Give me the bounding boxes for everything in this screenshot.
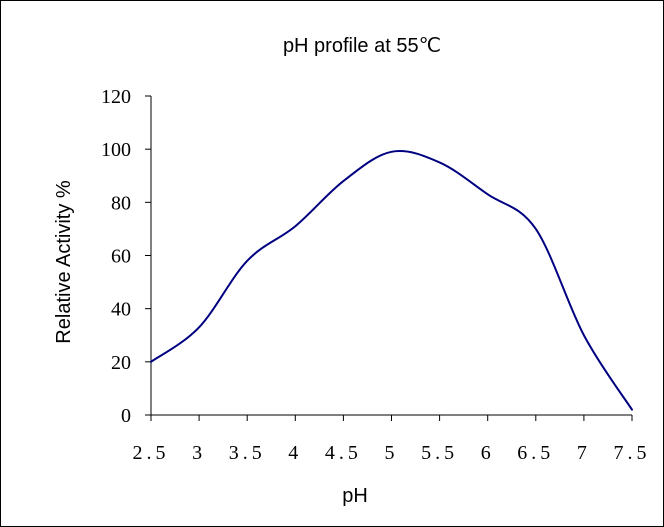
- x-tick-label: 7: [577, 442, 591, 464]
- x-tick-label: 6.5: [517, 442, 554, 464]
- x-tick-label: 7.5: [614, 442, 651, 464]
- series-line: [150, 150, 633, 411]
- y-tick-label: 20: [111, 352, 131, 374]
- y-tick-label: 0: [121, 405, 131, 427]
- y-tick-label: 120: [101, 86, 131, 108]
- axes: [150, 96, 632, 416]
- x-tick-label: 5: [385, 442, 399, 464]
- y-tick-label: 80: [111, 192, 131, 214]
- y-ticks: 0 20 40 60 80 100 120: [101, 86, 151, 427]
- x-tick-label: 3.5: [229, 442, 266, 464]
- y-tick-label: 40: [111, 299, 131, 321]
- x-ticks: 2.5 3 3.5 4 4.5 5 5.5 6 6.5 7 7.5: [133, 415, 651, 464]
- x-tick-label: 4: [288, 442, 302, 464]
- y-axis-label: Relative Activity %: [53, 180, 75, 344]
- x-axis-label: pH: [342, 485, 368, 507]
- y-tick-label: 100: [101, 139, 131, 161]
- x-tick-label: 2.5: [133, 442, 170, 464]
- x-tick-label: 6: [481, 442, 495, 464]
- x-tick-label: 4.5: [325, 442, 362, 464]
- chart-title: pH profile at 55℃: [283, 35, 441, 57]
- y-tick-label: 60: [111, 246, 131, 268]
- x-tick-label: 3: [192, 442, 206, 464]
- x-tick-label: 5.5: [421, 442, 458, 464]
